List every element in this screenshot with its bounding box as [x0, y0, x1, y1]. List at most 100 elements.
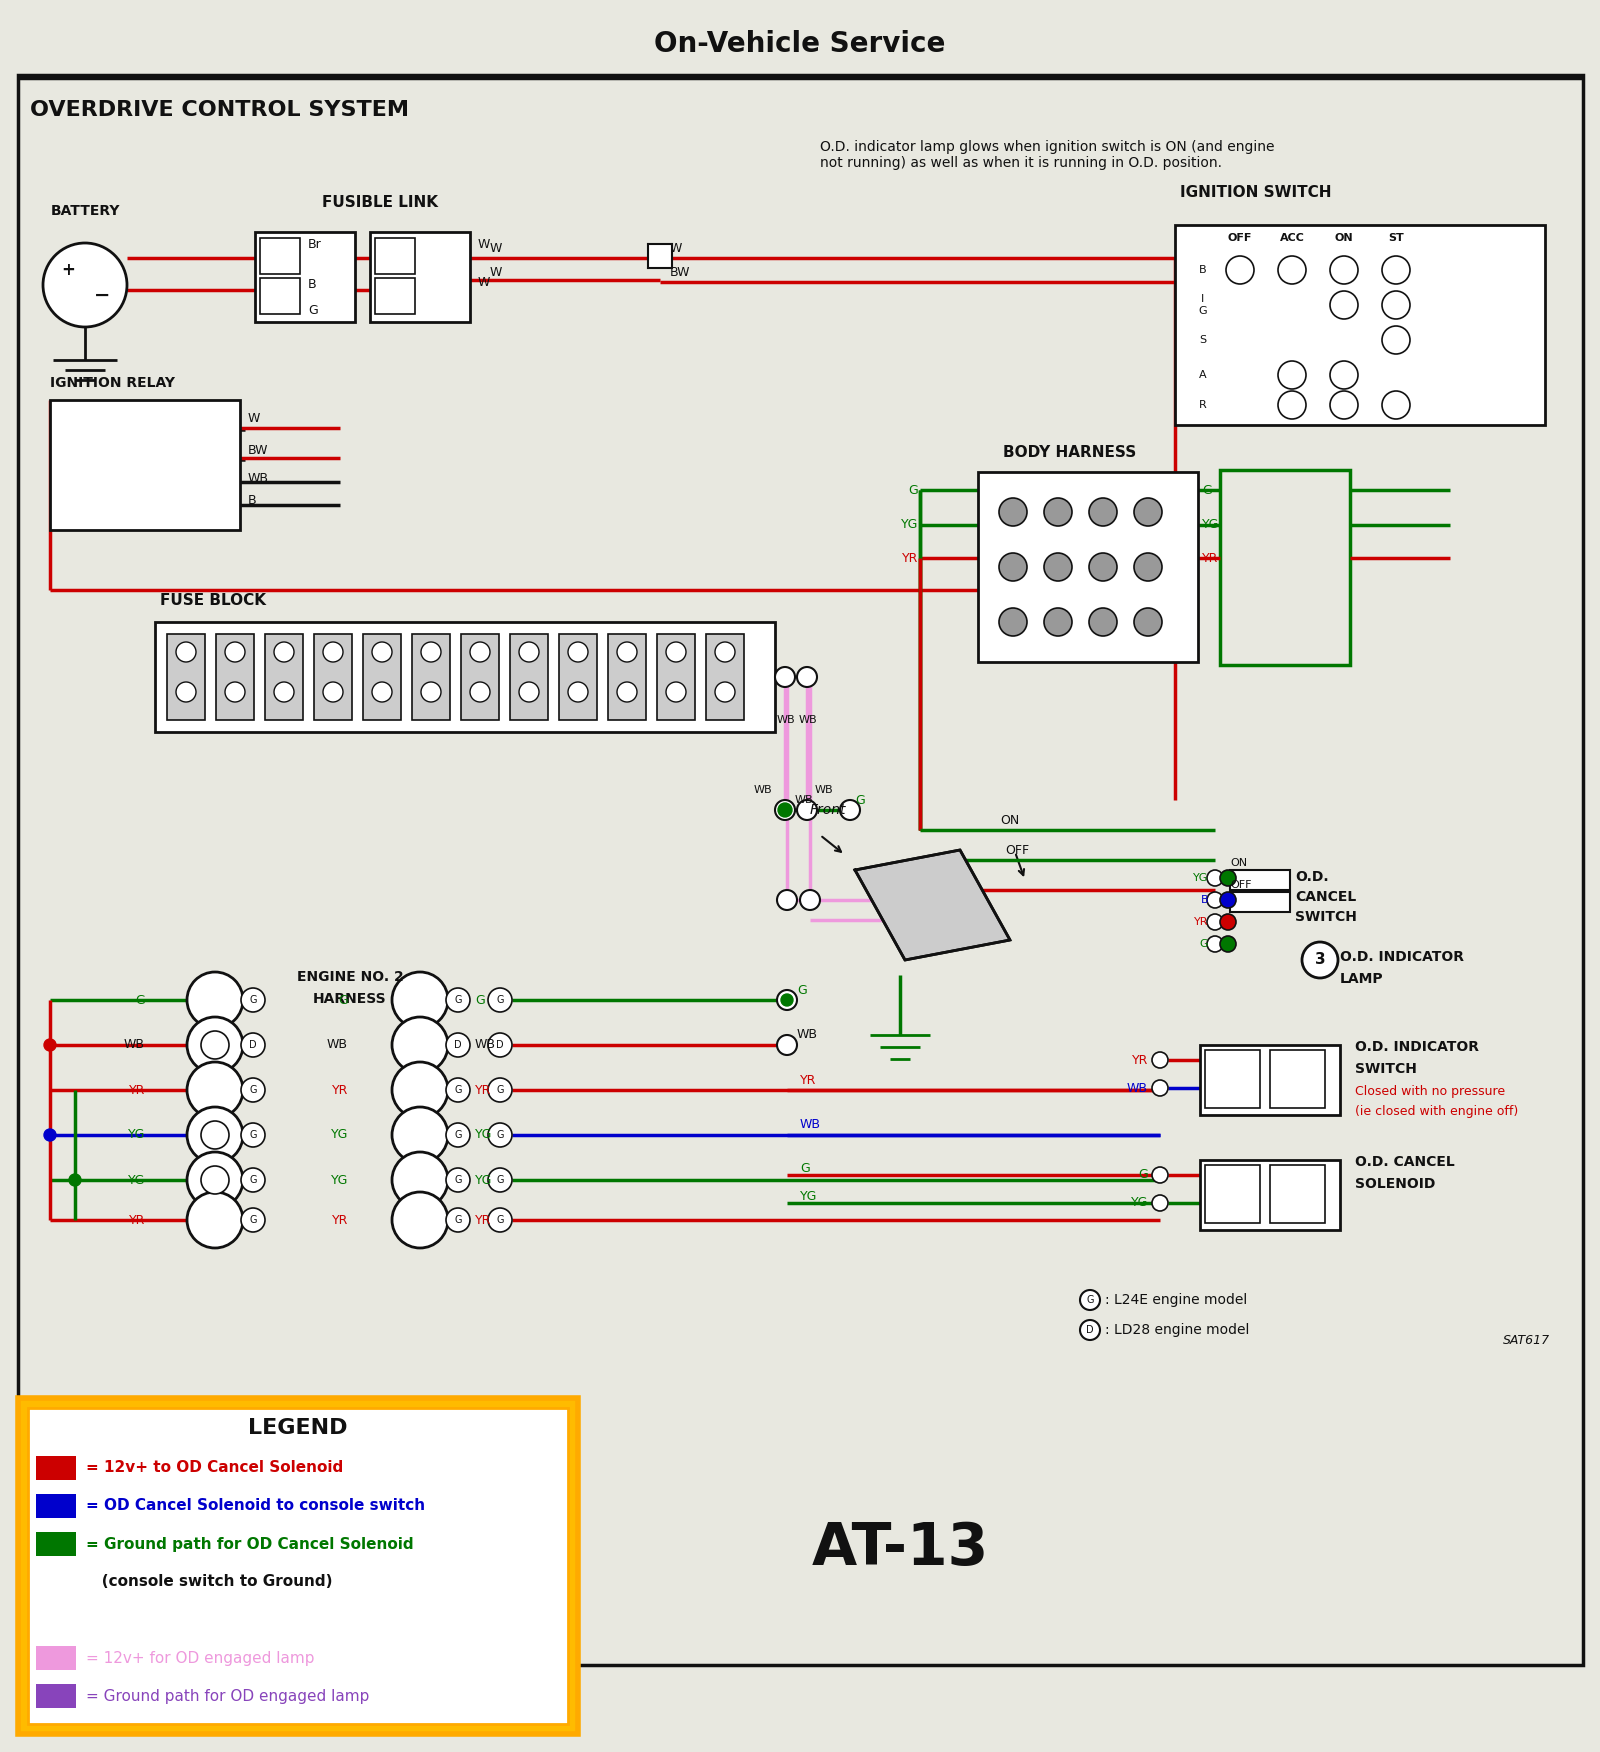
Text: Closed with no pressure: Closed with no pressure — [1355, 1084, 1506, 1099]
Circle shape — [1278, 361, 1306, 389]
Text: YG: YG — [475, 1174, 493, 1186]
Text: G: G — [454, 1176, 462, 1184]
Text: OFF: OFF — [1227, 233, 1253, 244]
Circle shape — [1382, 256, 1410, 284]
Circle shape — [421, 682, 442, 703]
Bar — [1270, 1049, 1325, 1107]
Circle shape — [392, 1153, 448, 1207]
Circle shape — [998, 498, 1027, 526]
Text: SWITCH: SWITCH — [1294, 909, 1357, 923]
Text: G: G — [797, 983, 806, 997]
Circle shape — [1080, 1319, 1101, 1340]
Circle shape — [176, 641, 195, 662]
Circle shape — [187, 1153, 243, 1207]
Text: W: W — [490, 266, 502, 279]
Bar — [35, 1531, 77, 1556]
Circle shape — [242, 1034, 266, 1056]
Circle shape — [45, 1128, 56, 1141]
Circle shape — [45, 1039, 56, 1051]
Bar — [374, 238, 414, 273]
Circle shape — [666, 682, 686, 703]
Text: G: G — [454, 995, 462, 1006]
Text: WB: WB — [798, 715, 818, 725]
Text: G: G — [496, 995, 504, 1006]
Circle shape — [1206, 871, 1222, 887]
Text: B: B — [1200, 895, 1208, 906]
Text: G: G — [496, 1130, 504, 1141]
Circle shape — [1221, 936, 1235, 951]
Circle shape — [1330, 256, 1358, 284]
Text: YR: YR — [1202, 552, 1218, 564]
Text: W: W — [478, 275, 490, 289]
Bar — [259, 238, 301, 273]
Circle shape — [187, 972, 243, 1028]
Text: OFF: OFF — [1230, 880, 1251, 890]
Text: YR: YR — [331, 1214, 349, 1226]
Text: BODY HARNESS: BODY HARNESS — [1003, 445, 1136, 461]
Bar — [558, 634, 597, 720]
Text: YG: YG — [331, 1174, 349, 1186]
Text: G: G — [250, 1084, 256, 1095]
Text: YR: YR — [1131, 1053, 1149, 1067]
Circle shape — [392, 1191, 448, 1247]
Text: ON: ON — [1000, 813, 1019, 827]
Text: G: G — [250, 1130, 256, 1141]
Text: Br: Br — [307, 238, 322, 252]
Text: HARNESS: HARNESS — [314, 992, 387, 1006]
Circle shape — [1043, 554, 1072, 582]
Bar — [166, 634, 205, 720]
Text: WB: WB — [814, 785, 834, 795]
Text: G: G — [250, 995, 256, 1006]
Bar — [314, 634, 352, 720]
Text: S: S — [1200, 335, 1206, 345]
Circle shape — [518, 641, 539, 662]
Circle shape — [1221, 892, 1235, 908]
Bar — [216, 634, 254, 720]
Text: O.D.: O.D. — [1294, 871, 1328, 885]
Circle shape — [1278, 391, 1306, 419]
Circle shape — [323, 641, 342, 662]
Circle shape — [274, 641, 294, 662]
Text: ACC: ACC — [1280, 233, 1304, 244]
Text: YG: YG — [128, 1174, 146, 1186]
Text: = OD Cancel Solenoid to console switch: = OD Cancel Solenoid to console switch — [86, 1498, 426, 1514]
Circle shape — [1090, 554, 1117, 582]
Bar — [374, 279, 414, 314]
Text: AT-13: AT-13 — [811, 1521, 989, 1577]
Circle shape — [371, 682, 392, 703]
Circle shape — [202, 1167, 229, 1195]
Circle shape — [715, 641, 734, 662]
Text: On-Vehicle Service: On-Vehicle Service — [654, 30, 946, 58]
Circle shape — [488, 1207, 512, 1232]
Circle shape — [778, 990, 797, 1009]
Text: G: G — [307, 303, 318, 317]
Circle shape — [392, 1016, 448, 1072]
Text: : LD28 engine model: : LD28 engine model — [1106, 1323, 1250, 1337]
Text: YR: YR — [128, 1214, 146, 1226]
Circle shape — [618, 682, 637, 703]
Circle shape — [446, 1169, 470, 1191]
Circle shape — [618, 641, 637, 662]
Circle shape — [998, 608, 1027, 636]
Circle shape — [1221, 915, 1235, 930]
Text: SOLENOID: SOLENOID — [1355, 1177, 1435, 1191]
Circle shape — [1330, 291, 1358, 319]
Text: YR: YR — [902, 552, 918, 564]
Text: FUSIBLE LINK: FUSIBLE LINK — [322, 194, 438, 210]
Text: YR: YR — [128, 1083, 146, 1097]
Bar — [370, 231, 470, 322]
Circle shape — [187, 1062, 243, 1118]
Circle shape — [242, 1077, 266, 1102]
Circle shape — [446, 988, 470, 1013]
Circle shape — [797, 668, 818, 687]
Text: YG: YG — [1202, 519, 1219, 531]
Bar — [1200, 1160, 1341, 1230]
Bar — [35, 1494, 77, 1517]
Text: G: G — [454, 1130, 462, 1141]
Text: WB: WB — [754, 785, 771, 795]
Bar — [510, 634, 547, 720]
Text: −: − — [94, 286, 110, 305]
Circle shape — [840, 801, 861, 820]
Circle shape — [446, 1034, 470, 1056]
Text: YR: YR — [475, 1214, 491, 1226]
